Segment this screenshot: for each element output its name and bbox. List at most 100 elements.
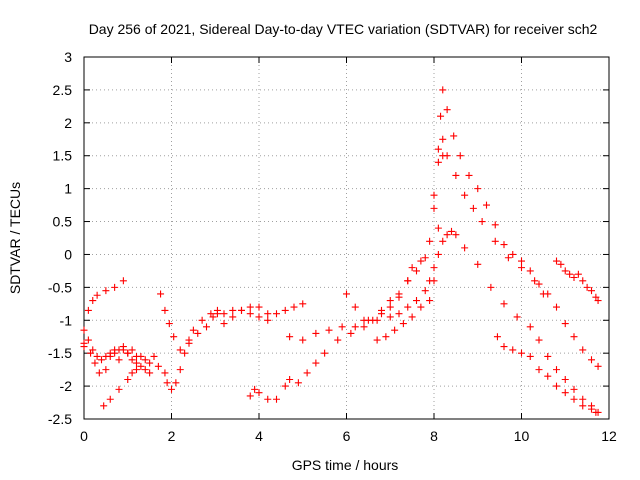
series-arc-8	[220, 306, 272, 328]
data-point-plus-marker	[439, 135, 447, 143]
data-point-plus-marker	[255, 303, 263, 311]
data-point-plus-marker	[526, 352, 534, 360]
data-point-plus-marker	[255, 313, 263, 321]
data-point-plus-marker	[106, 395, 114, 403]
data-point-plus-marker	[161, 369, 169, 377]
series-arc-11	[343, 135, 602, 370]
data-point-plus-marker	[526, 323, 534, 331]
y-tick-label: 0.5	[53, 214, 73, 230]
data-point-plus-marker	[557, 260, 565, 268]
data-point-plus-marker	[594, 408, 602, 416]
x-tick-label: 12	[601, 428, 617, 444]
data-point-plus-marker	[500, 300, 508, 308]
data-point-plus-marker	[150, 352, 158, 360]
data-point-plus-marker	[413, 297, 420, 305]
data-point-plus-marker	[526, 267, 534, 275]
data-point-plus-marker	[128, 346, 136, 354]
data-point-plus-marker	[399, 320, 407, 328]
data-point-plus-marker	[360, 316, 368, 324]
data-point-plus-marker	[303, 369, 311, 377]
data-point-plus-marker	[430, 204, 438, 212]
data-point-plus-marker	[594, 297, 602, 305]
data-point-plus-marker	[408, 264, 416, 272]
data-point-plus-marker	[251, 385, 259, 393]
data-point-plus-marker	[170, 333, 178, 341]
data-point-plus-marker	[426, 237, 434, 245]
data-point-plus-marker	[95, 369, 103, 377]
data-point-plus-marker	[111, 349, 119, 357]
data-point-plus-marker	[325, 326, 333, 334]
data-point-plus-marker	[421, 254, 429, 262]
y-tick-label: -2.5	[48, 411, 72, 427]
series-arc-5	[157, 290, 221, 354]
data-point-plus-marker	[448, 227, 455, 235]
data-point-plus-marker	[535, 366, 543, 374]
data-point-plus-marker	[404, 277, 412, 285]
data-point-plus-marker	[299, 300, 307, 308]
data-point-plus-marker	[491, 237, 499, 245]
data-point-plus-marker	[553, 303, 560, 311]
data-point-plus-marker	[570, 273, 578, 281]
series-arc-14	[553, 257, 602, 305]
data-point-plus-marker	[588, 405, 595, 413]
data-point-plus-marker	[539, 290, 547, 298]
data-point-plus-marker	[273, 395, 280, 403]
data-point-plus-marker	[531, 277, 539, 285]
data-point-plus-marker	[434, 158, 442, 166]
data-point-plus-marker	[443, 231, 451, 239]
data-point-plus-marker	[553, 366, 560, 374]
data-point-plus-marker	[128, 356, 136, 364]
data-point-plus-marker	[102, 287, 110, 295]
data-point-plus-marker	[373, 336, 381, 344]
y-tick-label: 2.5	[53, 82, 73, 98]
data-point-plus-marker	[426, 297, 434, 305]
data-point-plus-marker	[115, 346, 123, 354]
series-arc-6	[161, 306, 221, 393]
data-point-plus-marker	[439, 152, 447, 160]
series-arc-10	[286, 86, 447, 344]
data-point-plus-marker	[102, 352, 110, 360]
data-point-plus-marker	[378, 306, 385, 314]
data-point-plus-marker	[509, 346, 517, 354]
data-point-plus-marker	[203, 323, 210, 331]
data-point-plus-marker	[561, 267, 569, 275]
data-point-plus-marker	[509, 250, 517, 258]
data-point-plus-marker	[491, 221, 499, 229]
data-point-plus-marker	[395, 310, 403, 318]
data-point-plus-marker	[386, 313, 394, 321]
data-point-plus-marker	[430, 191, 438, 199]
data-point-plus-marker	[583, 283, 591, 291]
data-point-plus-marker	[434, 250, 442, 258]
data-point-plus-marker	[561, 320, 569, 328]
data-point-plus-marker	[347, 329, 355, 337]
data-point-plus-marker	[246, 303, 254, 311]
data-point-plus-marker	[421, 287, 429, 295]
x-tick-label: 2	[168, 428, 176, 444]
y-tick-label: -1.5	[48, 345, 72, 361]
data-point-plus-marker	[500, 241, 508, 249]
data-point-plus-marker	[465, 171, 473, 179]
series-arc-3	[80, 336, 154, 377]
data-point-plus-marker	[504, 254, 512, 262]
y-tick-label: -1	[60, 312, 73, 328]
data-point-plus-marker	[220, 310, 228, 318]
data-point-plus-marker	[535, 336, 543, 344]
series-arc-12	[373, 106, 547, 344]
x-tick-label: 0	[80, 428, 88, 444]
data-point-plus-marker	[176, 366, 184, 374]
data-point-plus-marker	[238, 306, 245, 314]
data-point-plus-marker	[461, 191, 469, 199]
data-point-plus-marker	[194, 329, 202, 337]
data-point-plus-marker	[93, 352, 101, 360]
data-point-plus-marker	[535, 280, 543, 288]
data-point-plus-marker	[570, 385, 578, 393]
x-axis-label: GPS time / hours	[292, 457, 399, 473]
x-tick-label: 10	[514, 428, 530, 444]
data-point-plus-marker	[391, 326, 399, 334]
data-point-plus-marker	[334, 336, 342, 344]
data-point-plus-marker	[119, 277, 127, 285]
data-point-plus-marker	[312, 329, 320, 337]
grid-lines	[84, 57, 609, 419]
data-point-plus-marker	[185, 336, 193, 344]
data-point-plus-marker	[417, 257, 425, 265]
